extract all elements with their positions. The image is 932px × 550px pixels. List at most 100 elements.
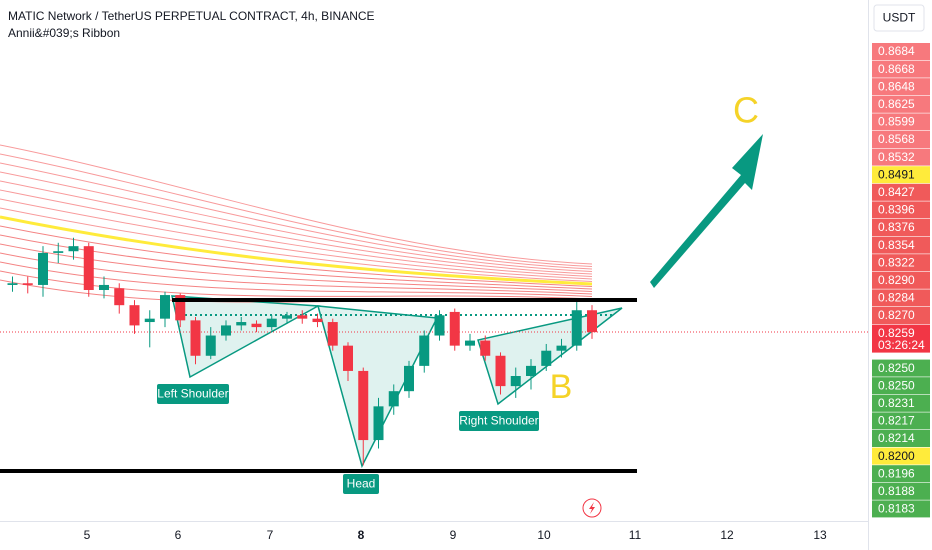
arrow (650, 134, 763, 288)
candle-body (404, 365, 414, 392)
price-label-box (872, 289, 930, 307)
time-label: 12 (720, 528, 734, 542)
candle-body (312, 318, 323, 323)
ribbon-line (0, 207, 593, 282)
candle-body (373, 406, 384, 441)
time-axis: 5 6 7 8 9 10 11 12 13 (84, 528, 827, 542)
candle-body (587, 310, 597, 333)
price-label-box (872, 236, 930, 254)
candle-body (99, 284, 109, 291)
time-label: 5 (84, 528, 91, 542)
time-label: 9 (450, 528, 457, 542)
ribbon-line (0, 144, 593, 265)
price-label: 0.8376 (878, 220, 915, 234)
ribbon-line (0, 243, 593, 292)
candle-body (571, 310, 582, 346)
candle-body (526, 365, 536, 376)
candle-body (388, 391, 399, 407)
annotation: Right Shoulder (459, 414, 538, 428)
ribbon-line (0, 198, 593, 280)
price-label-box (872, 271, 930, 289)
candle-body (556, 345, 567, 351)
price-label: 0.8491 (878, 167, 915, 181)
price-label: 0.8231 (878, 396, 915, 410)
candle-body (480, 340, 491, 356)
price-label-box (872, 78, 930, 96)
price-label-box (872, 183, 930, 201)
candle-body (343, 345, 353, 371)
ribbon (0, 144, 593, 303)
candle-body (7, 283, 18, 285)
candle-body (236, 322, 247, 326)
currency-label[interactable]: USDT (883, 11, 916, 25)
candle-body (358, 370, 369, 441)
candle-body (510, 375, 521, 387)
indicator-name: Annii&#039;s Ribbon (8, 26, 120, 40)
price-label-box (872, 43, 930, 60)
ribbon-line (0, 162, 593, 270)
candle-body (83, 246, 94, 291)
candle-body (22, 283, 33, 285)
ribbon-line (0, 252, 593, 295)
price-label: 0.8648 (878, 79, 915, 93)
price-label: 0.8259 (878, 326, 915, 340)
candle-body (68, 246, 79, 252)
price-label: 0.8396 (878, 203, 915, 217)
ribbon-line (0, 215, 593, 286)
candle-body (175, 295, 186, 321)
ribbon-line (0, 234, 593, 290)
time-label: 13 (813, 528, 827, 542)
annotation: Head (347, 477, 376, 491)
price-label: 0.8217 (878, 414, 915, 428)
price-label: 0.8196 (878, 466, 915, 480)
price-axis: 0.8684 0.8668 0.8648 0.8625 0.8599 0.8568 0.85… (872, 43, 930, 518)
candle-body (190, 320, 201, 356)
currency-button[interactable] (873, 4, 925, 32)
candle-body (465, 340, 475, 346)
price-label: 0.8625 (878, 97, 915, 111)
annotation: C (733, 90, 759, 131)
candle-body (297, 315, 308, 319)
candle-body (144, 318, 155, 323)
price-label: 0.8684 (878, 44, 915, 58)
price-label: 0.8427 (878, 185, 915, 199)
candle-body (251, 323, 262, 328)
price-label: 0.8188 (878, 484, 915, 498)
label-box (459, 411, 539, 431)
price-label-box (872, 95, 930, 113)
price-label: 0.8270 (878, 308, 915, 322)
price-label: 0.8214 (878, 431, 915, 445)
price-label-box (872, 148, 930, 166)
ribbon-line (0, 189, 593, 277)
price-label-box (872, 500, 930, 518)
price-label: 0.8250 (878, 378, 915, 392)
time-label: 8 (358, 528, 365, 542)
ribbon-line (0, 225, 593, 287)
price-label-box (872, 377, 930, 395)
candle-body (129, 305, 140, 326)
ribbon-line (0, 153, 593, 267)
price-label: 0.8568 (878, 132, 915, 146)
price-label: 0.8290 (878, 273, 915, 287)
price-label-box (872, 482, 930, 500)
price-label-box (872, 465, 930, 483)
annotation: B (550, 368, 573, 406)
ribbon-line (0, 270, 593, 300)
time-label: 11 (629, 528, 642, 542)
time-label: 7 (267, 528, 274, 542)
candle-body (327, 322, 338, 346)
label-box (157, 384, 229, 404)
price-label-box (872, 219, 930, 236)
price-label: 0.8668 (878, 62, 915, 76)
ribbon-line (0, 261, 593, 297)
candle-body (495, 355, 506, 387)
time-label: 6 (175, 528, 182, 542)
price-label: 0.8200 (878, 449, 915, 463)
candle-body (541, 350, 552, 366)
candle-body (205, 335, 216, 356)
price-label-box (872, 430, 930, 447)
price-label-box (872, 113, 930, 131)
candle-body (38, 252, 48, 285)
price-label: 0.8322 (878, 255, 915, 269)
